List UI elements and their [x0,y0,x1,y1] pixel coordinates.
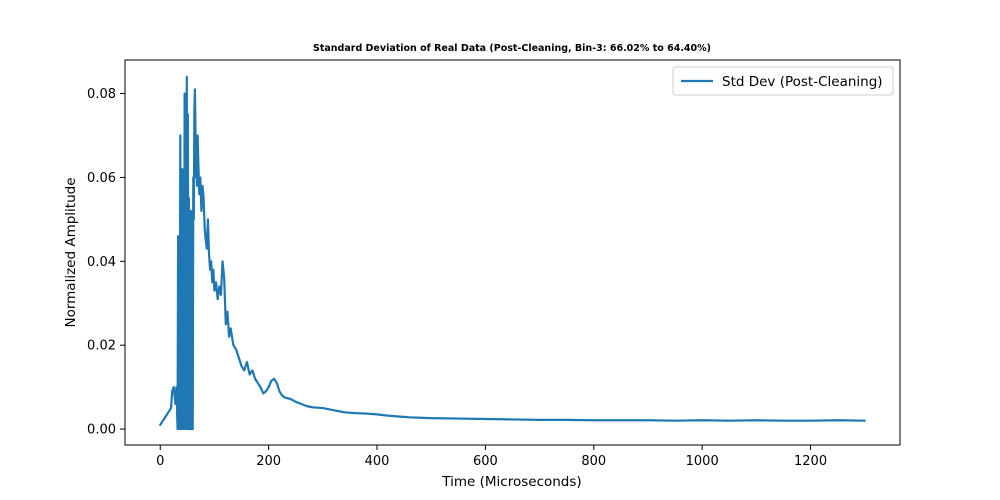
x-tick-label: 400 [365,454,390,469]
y-tick-label: 0.04 [87,255,116,270]
chart-title: Standard Deviation of Real Data (Post-Cl… [313,43,711,54]
x-tick-label: 0 [156,454,164,469]
x-tick-label: 800 [581,454,606,469]
y-axis-label: Normalized Amplitude [63,177,79,327]
x-tick-label: 200 [256,454,281,469]
series-line-std-dev [159,75,866,431]
legend-box [672,66,894,96]
y-tick-label: 0.06 [87,171,116,186]
x-tick-label: 1200 [794,454,827,469]
y-axis: 0.00 0.02 0.04 0.06 0.08 [87,87,125,438]
legend: Std Dev (Post-Cleaning) [672,66,894,96]
x-tick-label: 1000 [686,454,719,469]
plot-area [159,75,866,431]
axes-frame [124,59,901,446]
legend-entry-label: Std Dev (Post-Cleaning) [722,74,883,90]
x-tick-label: 600 [473,454,498,469]
y-tick-label: 0.08 [87,87,116,102]
x-axis: 0 200 400 600 800 1000 1200 [156,445,827,469]
y-tick-label: 0.02 [87,339,116,354]
y-tick-label: 0.00 [87,423,116,438]
x-axis-label: Time (Microseconds) [441,474,581,490]
